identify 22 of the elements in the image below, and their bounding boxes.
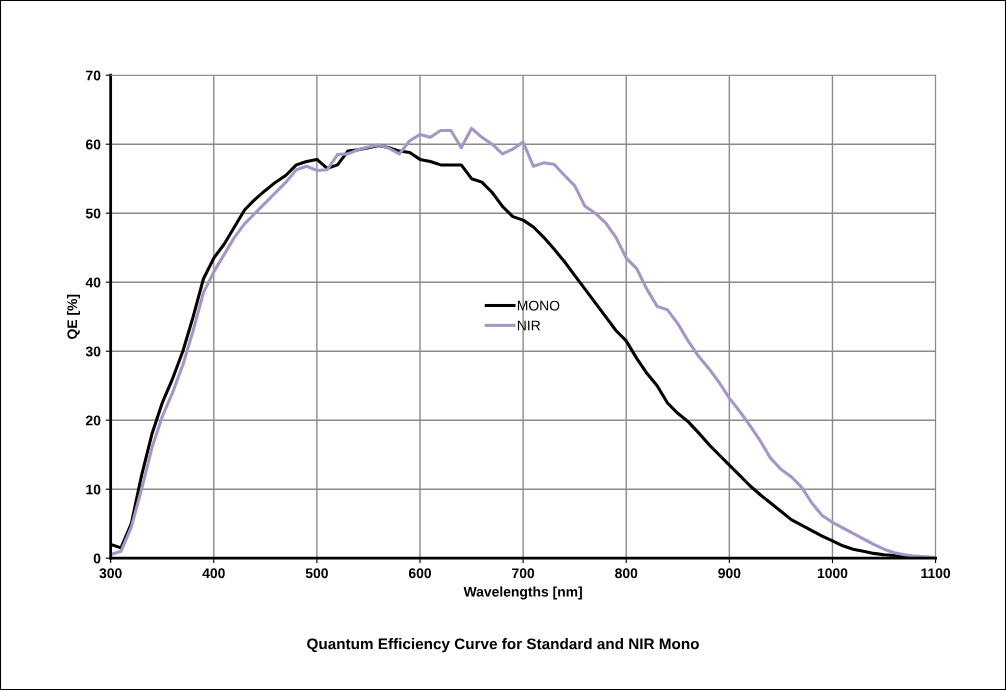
y-tick-label: 60 bbox=[86, 139, 101, 150]
y-tick-label: 30 bbox=[85, 346, 101, 357]
y-tick-label: 20 bbox=[85, 415, 101, 426]
y-tick-label: 40 bbox=[85, 277, 101, 288]
legend-label: MONO bbox=[517, 300, 560, 311]
x-tick-label: 900 bbox=[718, 568, 741, 579]
x-tick-label: 300 bbox=[99, 568, 122, 579]
x-axis-title: Wavelengths [nm] bbox=[463, 586, 582, 600]
x-tick-label: 700 bbox=[512, 568, 535, 579]
y-tick-label: 50 bbox=[85, 208, 101, 219]
x-tick-label: 400 bbox=[202, 568, 225, 579]
x-tick-label: 1000 bbox=[817, 568, 848, 579]
x-tick-label: 500 bbox=[305, 568, 328, 579]
x-tick-label: 800 bbox=[615, 568, 638, 579]
y-tick-label: 10 bbox=[86, 484, 101, 495]
y-tick-label: 0 bbox=[93, 553, 101, 564]
legend-label: NIR bbox=[517, 320, 541, 331]
y-tick-label: 70 bbox=[86, 70, 101, 81]
x-tick-label: 1100 bbox=[921, 568, 951, 579]
y-axis-title: QE [%] bbox=[66, 294, 80, 339]
x-tick-label: 600 bbox=[408, 568, 432, 579]
text: Quantum Efficiency Curve for Standard and NIR Mono bbox=[307, 638, 699, 653]
